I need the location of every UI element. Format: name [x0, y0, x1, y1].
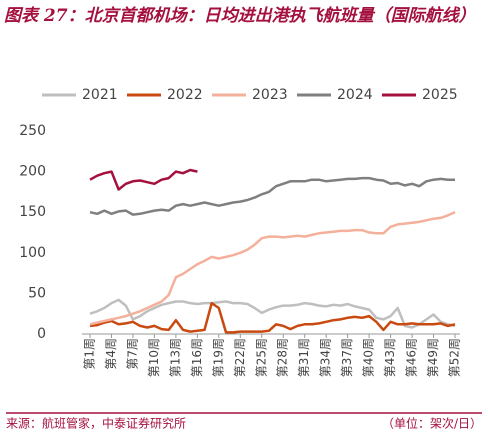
series-line — [89, 211, 456, 326]
x-tick-label: 第43周 — [383, 338, 397, 377]
series-line — [89, 301, 456, 334]
x-tick-label: 第28周 — [276, 338, 290, 377]
x-tick-label: 第31周 — [297, 338, 311, 377]
x-tick-label: 第13周 — [168, 338, 182, 377]
x-tick-label: 第46周 — [405, 338, 419, 377]
legend-label: 2023 — [252, 87, 288, 103]
x-tick-label: 第25周 — [254, 338, 268, 377]
x-tick-label: 第40周 — [362, 338, 376, 377]
y-tick-label: 50 — [28, 285, 46, 301]
x-tick-label: 第52周 — [448, 338, 462, 377]
x-tick-label: 第19周 — [211, 338, 225, 377]
source: 来源：航班管家，中泰证券研究所 — [6, 416, 186, 431]
legend-label: 2025 — [422, 87, 458, 103]
x-tick-label: 第7周 — [125, 338, 139, 370]
legend-label: 2021 — [82, 87, 118, 103]
x-tick-label: 第37周 — [340, 338, 354, 377]
x-tick-label: 第10周 — [147, 338, 161, 377]
legend-label: 2022 — [167, 87, 203, 103]
x-tick-label: 第49周 — [426, 338, 440, 377]
series-line — [89, 176, 455, 216]
series-line — [89, 298, 456, 329]
y-tick-label: 200 — [19, 164, 46, 180]
x-tick-label: 第34周 — [319, 338, 333, 377]
y-tick-label: 0 — [37, 326, 46, 342]
x-tick-label: 第1周 — [83, 338, 97, 370]
y-tick-label: 250 — [19, 123, 46, 139]
y-tick-label: 150 — [19, 204, 46, 220]
y-tick-label: 100 — [19, 245, 46, 261]
x-tick-label: 第22周 — [233, 338, 247, 377]
unit: （单位：架次/日） — [382, 416, 482, 431]
legend-label: 2024 — [337, 87, 373, 103]
x-tick-label: 第16周 — [190, 338, 204, 377]
x-tick-label: 第4周 — [104, 338, 118, 370]
series-line — [89, 168, 198, 191]
chart-title: 图表 27：北京首都机场：日均进出港执飞航班量（国际航线） — [4, 6, 476, 26]
